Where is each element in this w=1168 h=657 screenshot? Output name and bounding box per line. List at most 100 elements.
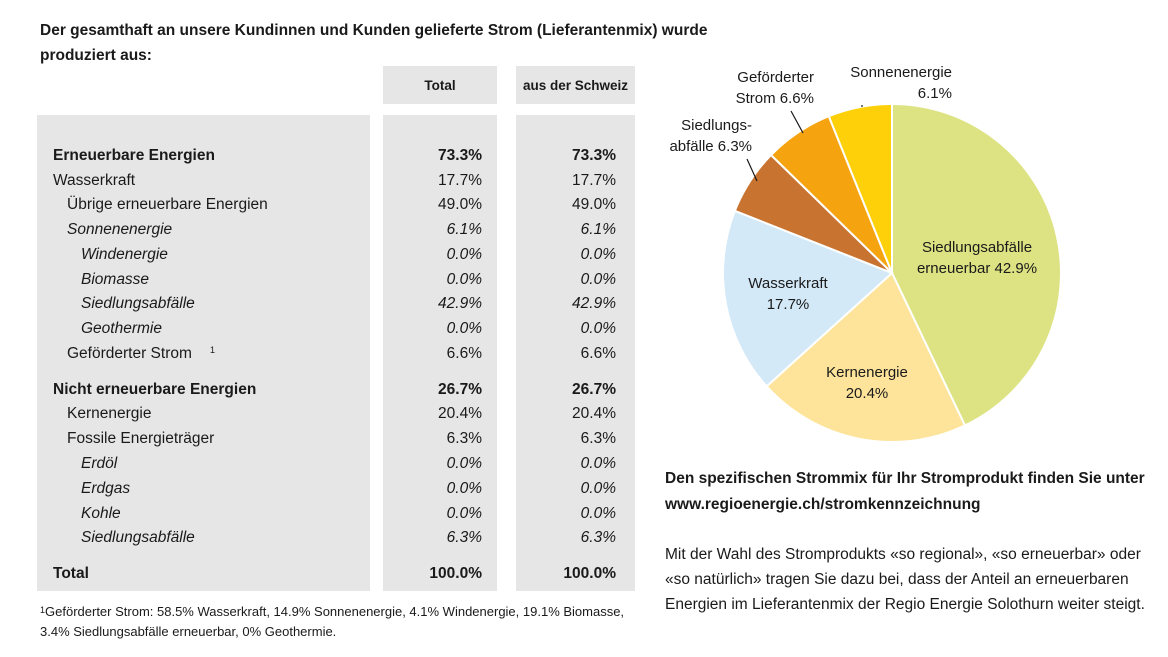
row-total-value: 17.7% <box>438 172 482 189</box>
footnote-mark: 1 <box>40 605 46 615</box>
pie-label-line: Siedlungs- <box>681 117 752 134</box>
row-total-value: 73.3% <box>438 147 482 164</box>
row-swiss-value: 100.0% <box>563 565 616 582</box>
row-swiss-value: 42.9% <box>572 295 616 312</box>
row-swiss-value: 6.1% <box>580 221 616 238</box>
row-label: Kohle <box>81 505 121 522</box>
row-total-value: 0.0% <box>446 480 482 497</box>
table-row: Nicht erneuerbare Energien 26.7% 26.7% <box>0 378 640 402</box>
row-swiss-value: 6.3% <box>580 430 616 447</box>
pie-slice-label: Siedlungs-abfälle 6.3% <box>669 117 752 155</box>
pie-slice-label: Geförderter Strom 6.6% <box>736 69 814 107</box>
pie-label-line: Siedlungsabfälle <box>922 239 1032 256</box>
table-row: Wasserkraft 17.7% 17.7% <box>0 169 640 193</box>
table-row: Siedlungsabfälle 42.9% 42.9% <box>0 292 640 316</box>
footnote: 1Geförderter Strom: 58.5% Wasserkraft, 1… <box>40 602 640 642</box>
row-label: Übrige erneuerbare Energien <box>67 196 268 213</box>
row-label: Nicht erneuerbare Energien <box>53 381 257 398</box>
table-row: Windenergie 0.0% 0.0% <box>0 243 640 267</box>
table-row: Biomasse 0.0% 0.0% <box>0 268 640 292</box>
pie-label-line: Strom 6.6% <box>736 90 814 107</box>
row-label: Wasserkraft <box>53 172 136 189</box>
row-total-value: 0.0% <box>446 320 482 337</box>
row-total-value: 0.0% <box>446 505 482 522</box>
label-column-bg <box>37 115 370 591</box>
row-label: Erneuerbare Energien <box>53 147 215 164</box>
table-heading: Der gesamthaft an unsere Kundinnen und K… <box>40 22 708 64</box>
pie-label-line: Geförderter <box>737 69 814 86</box>
table-row: Erdöl 0.0% 0.0% <box>0 452 640 476</box>
row-label: Windenergie <box>81 246 168 263</box>
pie-slice-label: Wasserkraft 17.7% <box>748 275 828 313</box>
row-swiss-value: 0.0% <box>580 320 616 337</box>
leader-line <box>790 110 804 134</box>
row-label: Geförderter Strom <box>67 345 192 362</box>
row-swiss-value: 73.3% <box>572 147 616 164</box>
swiss-column-bg <box>516 115 635 591</box>
row-total-value: 0.0% <box>446 271 482 288</box>
pie-label-line: 17.7% <box>767 296 810 313</box>
pie-slice <box>722 209 894 388</box>
row-label: Fossile Energieträger <box>67 430 215 447</box>
row-swiss-value: 6.3% <box>580 529 616 546</box>
pie-slice-label: Kernenergie 20.4% <box>826 364 908 402</box>
row-swiss-value: 0.0% <box>580 505 616 522</box>
table-row: Geothermie 0.0% 0.0% <box>0 317 640 341</box>
row-label: Biomasse <box>81 271 150 288</box>
row-label: Geothermie <box>81 320 162 337</box>
pie-label-line: 6.1% <box>918 85 952 102</box>
table-row: Erneuerbare Energien 73.3% 73.3% <box>0 144 640 168</box>
pie-slice-label: Siedlungsabfälle erneuerbar 42.9% <box>917 239 1037 277</box>
row-total-value: 0.0% <box>446 455 482 472</box>
table-row: Fossile Energieträger 6.3% 6.3% <box>0 427 640 451</box>
row-swiss-value: 0.0% <box>580 480 616 497</box>
row-swiss-value: 6.6% <box>580 345 616 362</box>
pie-chart: Siedlungsabfälle erneuerbar 42.9% Kernener… <box>669 64 1063 443</box>
row-total-value: 0.0% <box>446 246 482 263</box>
row-label: Total <box>53 565 89 582</box>
pie-slice-label: Sonnenenergie 6.1% <box>850 64 952 102</box>
leader-line <box>746 158 758 182</box>
row-swiss-value: 0.0% <box>580 271 616 288</box>
table-row: Kernenergie 20.4% 20.4% <box>0 402 640 426</box>
row-total-value: 20.4% <box>438 405 482 422</box>
row-swiss-value: 17.7% <box>572 172 616 189</box>
pie-slice <box>765 271 967 443</box>
row-total-value: 26.7% <box>438 381 482 398</box>
table-row: Kohle 0.0% 0.0% <box>0 502 640 526</box>
row-swiss-value: 26.7% <box>572 381 616 398</box>
total-column-bg <box>383 115 497 591</box>
row-total-value: 6.3% <box>446 529 482 546</box>
pie-label-line: 20.4% <box>846 385 889 402</box>
row-swiss-value: 49.0% <box>572 196 616 213</box>
row-swiss-value: 0.0% <box>580 246 616 263</box>
row-swiss-value: 0.0% <box>580 455 616 472</box>
info-bold-text: Den spezifischen Strommix für Ihr Stromp… <box>665 470 1145 513</box>
column-header-total: Total <box>383 66 497 104</box>
table-row: Siedlungsabfälle 6.3% 6.3% <box>0 526 640 550</box>
pie-label-line: abfälle 6.3% <box>669 138 752 155</box>
pie-label-line: Kernenergie <box>826 364 908 381</box>
row-footnote-mark: 1 <box>210 345 216 355</box>
row-swiss-value: 20.4% <box>572 405 616 422</box>
footnote-text: Geförderter Strom: 58.5% Wasserkraft, 14… <box>40 604 625 639</box>
row-label: Siedlungsabfälle <box>81 295 195 312</box>
row-label: Siedlungsabfälle <box>81 529 195 546</box>
row-total-value: 6.3% <box>446 430 482 447</box>
table-row: Geförderter Strom 1 6.6% 6.6% <box>0 342 640 366</box>
pie-label-line: Sonnenenergie <box>850 64 952 81</box>
table-row: Erdgas 0.0% 0.0% <box>0 477 640 501</box>
row-total-value: 6.6% <box>446 345 482 362</box>
info-text: Mit der Wahl des Stromprodukts «so regio… <box>665 546 1145 613</box>
pie-label-line: erneuerbar 42.9% <box>917 260 1037 277</box>
row-total-value: 100.0% <box>429 565 482 582</box>
pie-label-line: Wasserkraft <box>748 275 828 292</box>
row-total-value: 49.0% <box>438 196 482 213</box>
table-row: Sonnenenergie 6.1% 6.1% <box>0 218 640 242</box>
row-label: Erdgas <box>81 480 131 497</box>
row-label: Sonnenenergie <box>67 221 173 238</box>
row-label: Kernenergie <box>67 405 152 422</box>
table-row: Übrige erneuerbare Energien 49.0% 49.0% <box>0 193 640 217</box>
row-total-value: 6.1% <box>446 221 482 238</box>
row-total-value: 42.9% <box>438 295 482 312</box>
